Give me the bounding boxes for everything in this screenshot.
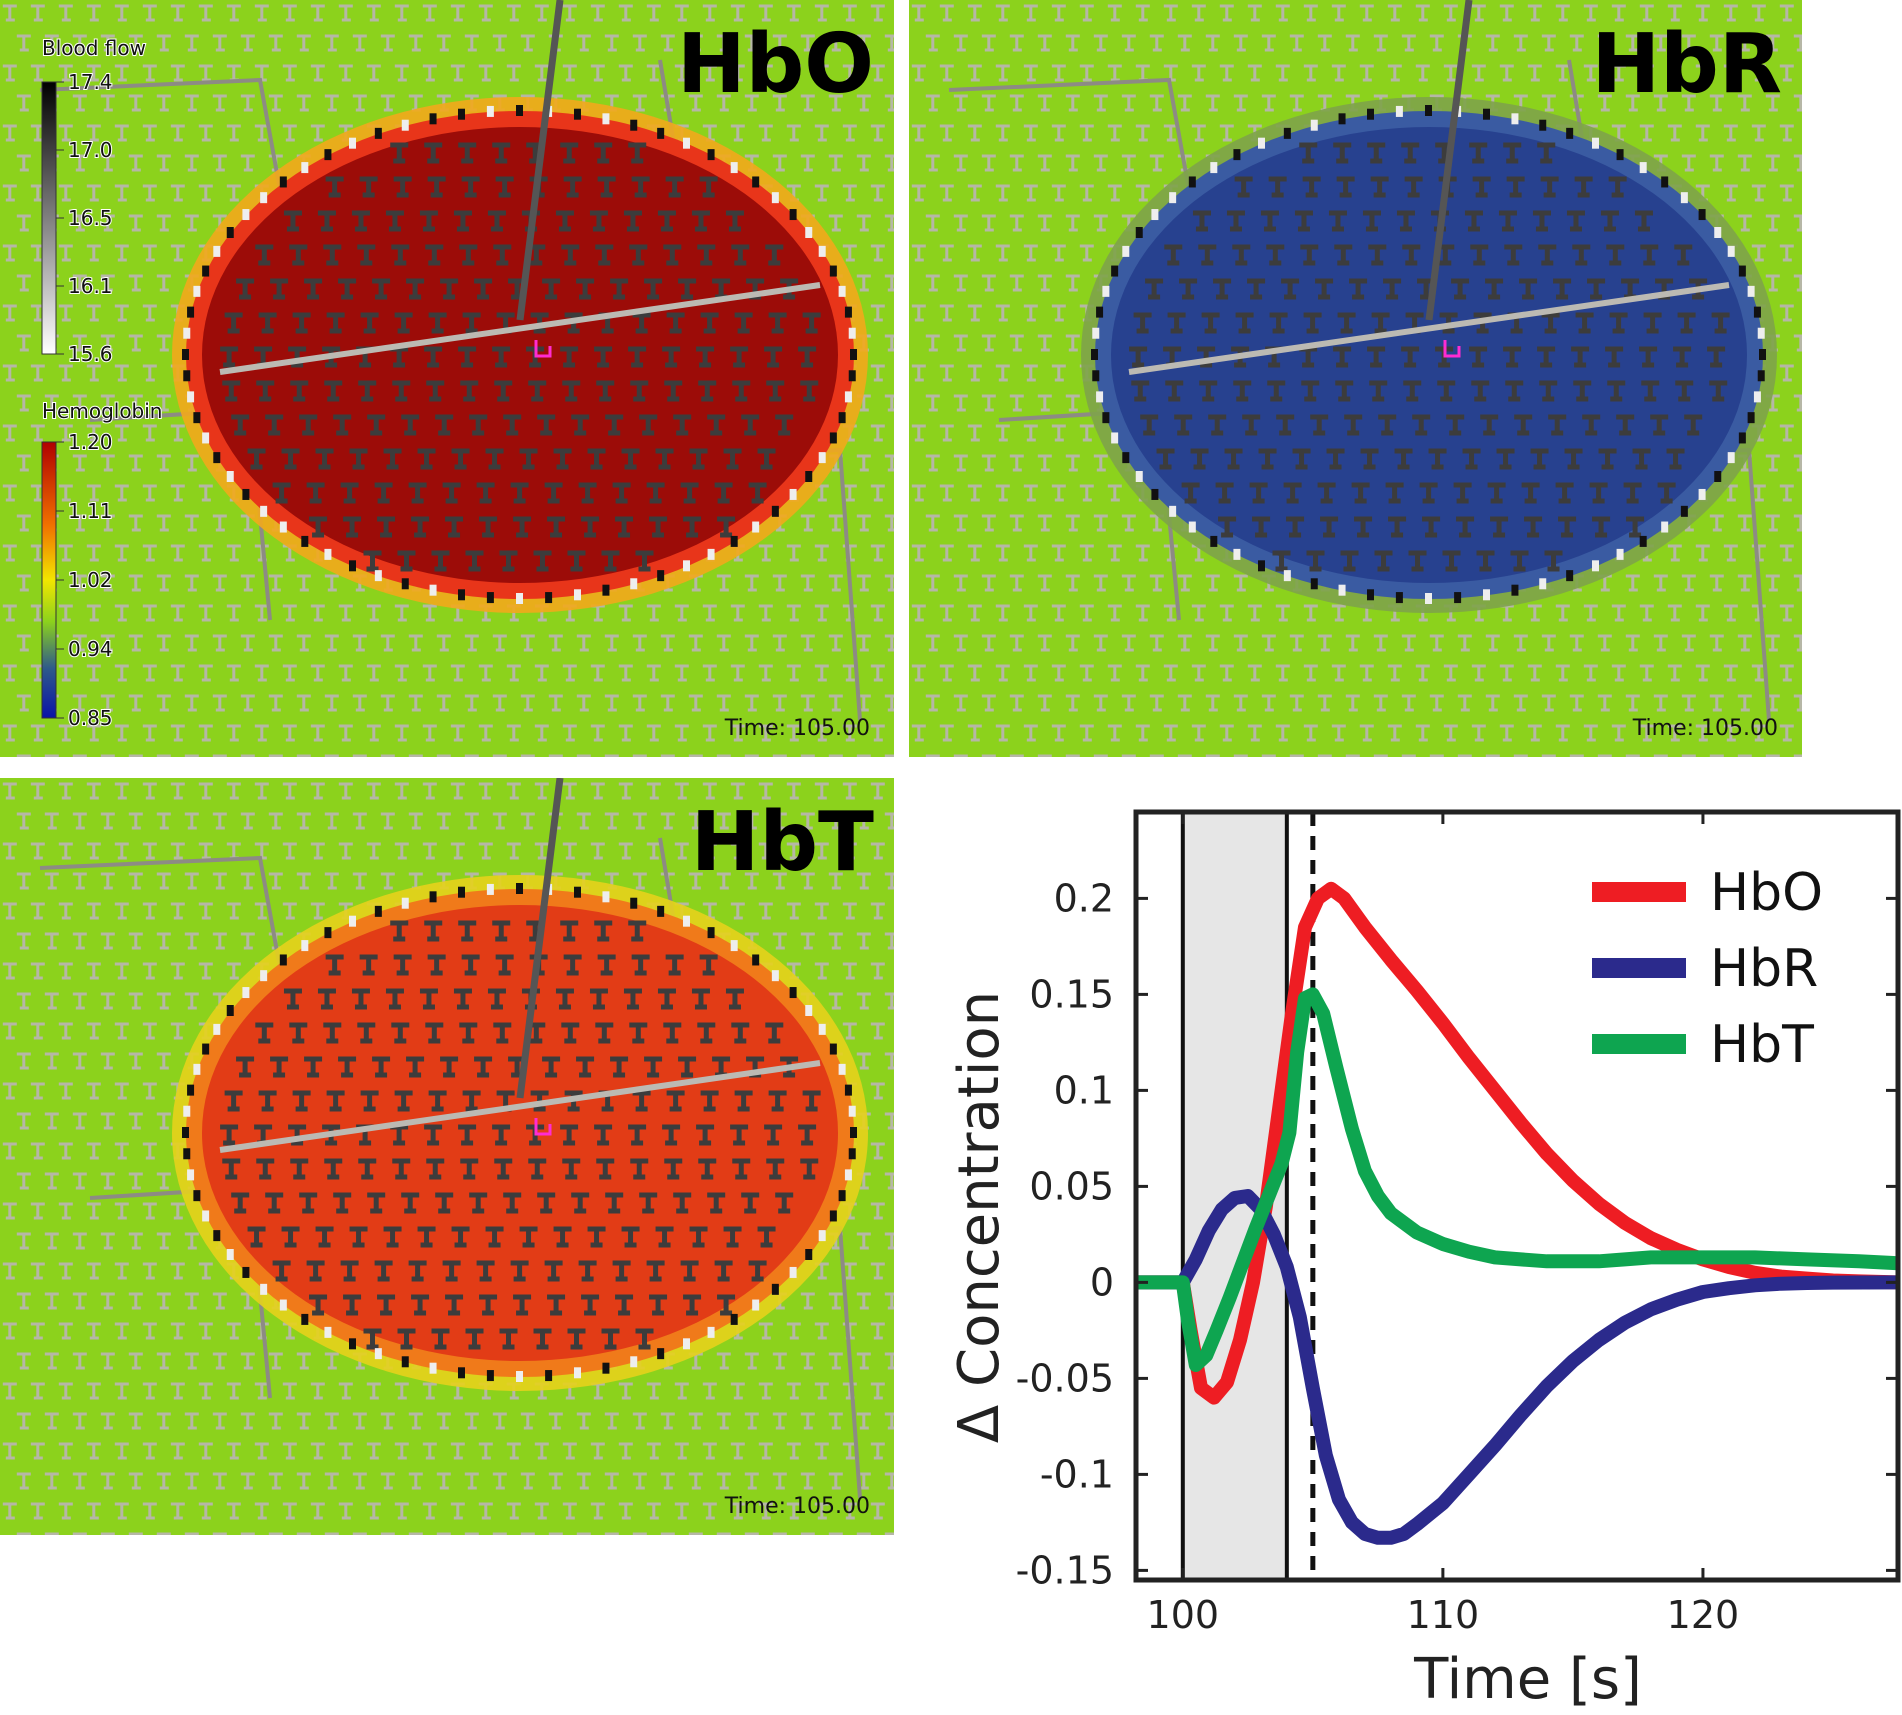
chart-svg: 0.2 0.15 0.1 0.05 0 -0.05 -0.1 -0.15 100 110 120 Hb… (947, 809, 1901, 1712)
hemoglobin-tick: 0.85 (68, 706, 113, 730)
legend-label-hbo: HbO (1710, 863, 1823, 923)
probe-marker (534, 1118, 552, 1136)
y-tick-label: -0.15 (1016, 1548, 1114, 1592)
y-tick-label: 0 (1090, 1260, 1114, 1304)
hemoglobin-tick: 1.20 (68, 430, 113, 454)
time-label: Time: 105.00 (724, 1494, 870, 1519)
time-label: Time: 105.00 (724, 716, 870, 741)
activated-vessels (220, 920, 821, 1350)
y-axis-label: Δ Concentration (947, 991, 1012, 1443)
activated-vessels (1129, 142, 1730, 572)
blood-flow-tick: 15.6 (68, 342, 113, 366)
plot-frame (1133, 809, 1901, 1583)
boundary-markers (182, 105, 857, 604)
y-tick-label: -0.1 (1040, 1452, 1114, 1496)
boundary-markers (182, 883, 857, 1382)
hemoglobin-tick: 1.02 (68, 568, 113, 592)
panel-hbo: HbO Time: 105.00 Blood flow 17.4 17.0 16.5 16.… (0, 0, 894, 757)
hemoglobin-colorbar (41, 441, 57, 719)
blood-flow-colorbar (41, 81, 57, 355)
probe-needle (516, 0, 564, 321)
probe-marker (534, 340, 552, 358)
main-vessel (1128, 282, 1730, 375)
probe-needle (516, 778, 564, 1099)
blood-flow-colorbar-title: Blood flow (42, 36, 146, 60)
main-vessel (219, 1060, 821, 1153)
hemoglobin-tick: 0.94 (68, 637, 113, 661)
main-vessel (219, 282, 821, 375)
panel-hbt: HbT Time: 105.00 (0, 778, 894, 1535)
hemoglobin-colorbar-title: Hemoglobin (42, 399, 162, 423)
y-tick-label: 0.1 (1054, 1068, 1114, 1112)
series-line-hbr (1136, 1189, 1899, 1545)
concentration-chart: 0.2 0.15 0.1 0.05 0 -0.05 -0.1 -0.15 100 110 120 Hb… (940, 780, 1902, 1712)
y-tick-label: 0.15 (1029, 972, 1114, 1016)
y-tick-label: 0.05 (1029, 1164, 1114, 1208)
simulation-render-hbt: HbT Time: 105.00 (0, 778, 894, 1535)
legend-label-hbr: HbR (1710, 939, 1818, 999)
blood-flow-tick: 16.5 (68, 206, 113, 230)
legend-label-hbt: HbT (1710, 1015, 1814, 1075)
y-tick-label: 0.2 (1054, 876, 1114, 920)
panel-title: HbR (1592, 17, 1782, 112)
x-tick-label: 120 (1667, 1593, 1740, 1637)
simulation-render-hbo: HbO Time: 105.00 Blood flow 17.4 17.0 16.5 16.… (0, 0, 894, 757)
x-tick-label: 110 (1407, 1593, 1480, 1637)
hemoglobin-tick: 1.11 (68, 499, 113, 523)
blood-flow-tick: 17.0 (68, 138, 113, 162)
blood-flow-tick: 17.4 (68, 70, 113, 94)
plot-area: 0.2 0.15 0.1 0.05 0 -0.05 -0.1 -0.15 100 110 120 Hb… (1016, 809, 1901, 1637)
x-tick-label: 100 (1147, 1593, 1220, 1637)
boundary-markers (1091, 105, 1766, 604)
series-line-hbt (1136, 987, 1899, 1372)
y-tick-label: -0.05 (1016, 1356, 1114, 1400)
time-label: Time: 105.00 (1632, 716, 1778, 741)
probe-marker (1443, 340, 1461, 358)
colorbars: Blood flow 17.4 17.0 16.5 16.1 15.6 Hemoglobin… (41, 35, 163, 731)
legend: HbO HbR HbT (1592, 863, 1823, 1075)
panel-title: HbT (691, 795, 874, 890)
x-axis-label: Time [s] (1413, 1647, 1642, 1711)
probe-needle (1425, 0, 1473, 321)
series-line-hbo (1136, 881, 1899, 1405)
panel-title: HbO (677, 17, 874, 112)
simulation-render-hbr: HbR Time: 105.00 (909, 0, 1802, 757)
blood-flow-tick: 16.1 (68, 274, 113, 298)
panel-hbr: HbR Time: 105.00 (909, 0, 1802, 757)
